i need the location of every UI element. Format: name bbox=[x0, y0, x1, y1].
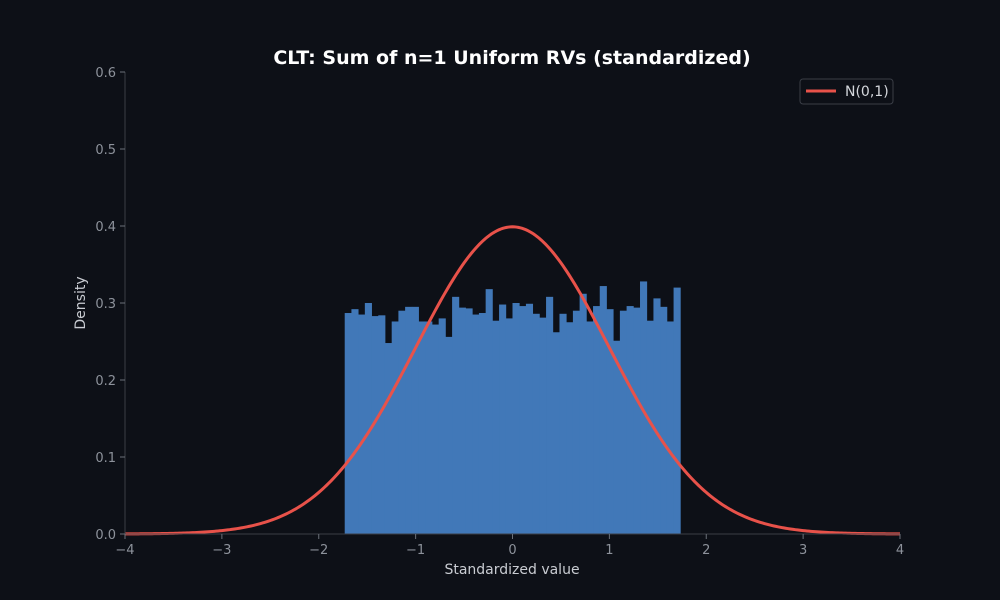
histogram-bar bbox=[344, 313, 352, 534]
histogram-bar bbox=[358, 314, 366, 534]
histogram-bar bbox=[351, 309, 359, 534]
legend-box bbox=[799, 78, 894, 105]
x-tick-label: −2 bbox=[309, 543, 328, 558]
histogram-bar bbox=[666, 321, 674, 534]
histogram-bar bbox=[599, 286, 607, 534]
y-axis-label: Density bbox=[73, 276, 89, 329]
histogram-bar bbox=[418, 321, 426, 534]
histogram-bar bbox=[425, 321, 433, 534]
histogram-bar bbox=[613, 340, 621, 534]
y-tick-label: 0.0 bbox=[95, 528, 116, 543]
histogram-bar bbox=[519, 306, 527, 534]
histogram-bar bbox=[559, 313, 567, 534]
histogram-bars bbox=[344, 281, 681, 534]
y-tick-label: 0.3 bbox=[95, 297, 116, 312]
histogram-bar bbox=[572, 310, 581, 534]
x-axis-label: Standardized value bbox=[444, 562, 579, 578]
series-line-normal bbox=[124, 225, 901, 536]
histogram-bar bbox=[532, 313, 540, 534]
histogram-bar bbox=[364, 303, 372, 534]
y-tick-label: 0.4 bbox=[95, 220, 116, 235]
histogram-bar bbox=[384, 343, 393, 534]
histogram-bar bbox=[626, 306, 634, 534]
histogram-bar bbox=[653, 298, 661, 534]
y-tick-label: 0.5 bbox=[95, 143, 116, 158]
histogram-bar bbox=[606, 309, 614, 534]
histogram-bar bbox=[499, 304, 507, 534]
histogram-bar bbox=[640, 281, 648, 534]
legend-label-normal: N(0,1) bbox=[845, 84, 889, 100]
x-tick-label: 0 bbox=[508, 543, 516, 558]
legend: N(0,1) bbox=[799, 78, 894, 105]
histogram-bar bbox=[586, 321, 594, 534]
x-axis-ticks: −4 −3 −2 −1 0 1 2 3 4 bbox=[115, 534, 904, 558]
histogram-bar bbox=[546, 296, 554, 534]
x-tick-label: 3 bbox=[799, 543, 807, 558]
histogram-bar bbox=[492, 320, 500, 534]
histogram-bar bbox=[438, 318, 446, 534]
histogram-bar bbox=[458, 307, 466, 534]
y-tick-label: 0.1 bbox=[95, 451, 116, 466]
histogram-bar bbox=[619, 310, 627, 534]
histogram-bar bbox=[391, 321, 399, 534]
histogram-bar bbox=[646, 320, 654, 534]
histogram-bar bbox=[472, 314, 480, 534]
histogram-bar bbox=[465, 308, 473, 534]
y-tick-label: 0.2 bbox=[95, 374, 116, 389]
histogram-bar bbox=[485, 289, 493, 534]
histogram-bar bbox=[445, 336, 453, 534]
histogram-bar bbox=[371, 316, 379, 534]
x-tick-label: 4 bbox=[896, 543, 904, 558]
histogram-bar bbox=[431, 324, 440, 534]
x-tick-label: 1 bbox=[605, 543, 613, 558]
histogram-bar bbox=[579, 293, 587, 534]
x-tick-label: −1 bbox=[406, 543, 425, 558]
histogram-bar bbox=[593, 306, 601, 534]
histogram-bar bbox=[673, 287, 681, 534]
histogram-bar bbox=[566, 322, 574, 534]
histogram-bar bbox=[411, 306, 419, 534]
histogram-bar bbox=[478, 313, 487, 534]
histogram-bar bbox=[512, 303, 520, 534]
histogram-bar bbox=[539, 317, 547, 534]
histogram-bar bbox=[405, 306, 413, 534]
histogram-bar bbox=[633, 307, 641, 534]
histogram-bar bbox=[398, 310, 406, 534]
histogram-bar bbox=[452, 296, 460, 534]
chart-title: CLT: Sum of n=1 Uniform RVs (standardize… bbox=[273, 47, 750, 69]
histogram-bar bbox=[660, 306, 668, 534]
y-axis-ticks: 0.0 0.1 0.2 0.3 0.4 0.5 0.6 bbox=[95, 66, 125, 543]
histogram-bar bbox=[378, 315, 386, 534]
y-tick-label: 0.6 bbox=[95, 66, 116, 81]
x-tick-label: 2 bbox=[702, 543, 710, 558]
histogram-bar bbox=[525, 303, 534, 534]
x-tick-label: −3 bbox=[212, 543, 231, 558]
x-tick-label: −4 bbox=[115, 543, 134, 558]
histogram-bar bbox=[505, 318, 513, 534]
histogram-bar bbox=[552, 332, 560, 534]
